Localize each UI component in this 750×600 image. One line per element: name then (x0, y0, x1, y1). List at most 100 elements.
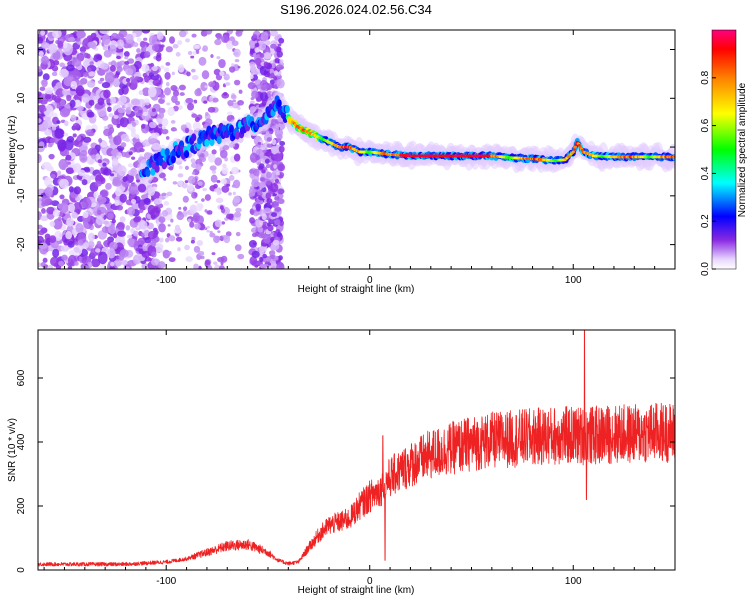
spectrogram-speckle (216, 180, 221, 183)
spectrogram-speckle (49, 235, 57, 244)
spectrogram-speckle (266, 198, 273, 204)
spectrogram-speckle (125, 137, 130, 143)
spectrogram-speckle (151, 251, 157, 258)
spectrogram-speckle (158, 123, 163, 127)
spectrogram-speckle (218, 58, 226, 69)
spectrogram-speckle (49, 155, 54, 160)
spectrogram-speckle (128, 68, 133, 74)
y-tick-label: 10 (16, 92, 27, 104)
spectrogram-speckle (161, 192, 167, 197)
spectrogram-speckle (169, 36, 176, 44)
spectrogram-speckle (40, 30, 46, 36)
spectrogram-speckle (225, 213, 234, 220)
ridge-segment (160, 148, 166, 157)
spectrogram-speckle (82, 136, 92, 143)
spectrogram-speckle (258, 246, 267, 253)
spectrogram-speckle (109, 241, 118, 250)
spectrogram-speckle (127, 163, 134, 168)
spectrogram-speckle (74, 261, 79, 266)
spectrogram-speckle (114, 259, 122, 267)
spectrogram-speckle (151, 132, 156, 138)
spectrogram-speckle (179, 92, 185, 96)
spectrogram-speckle (131, 122, 137, 127)
spectrogram-speckle (144, 236, 152, 244)
spectrogram-speckle (45, 87, 54, 95)
spectrogram-speckle (204, 209, 208, 213)
spectrogram-speckle (112, 77, 121, 88)
spectrogram-speckle (204, 85, 208, 88)
spectrogram-speckle (59, 178, 69, 189)
spectrogram-speckle (92, 95, 99, 101)
spectrogram-speckle (71, 212, 78, 219)
colorbar-tick-label: 0.6 (700, 118, 711, 132)
spectrogram-speckle (186, 71, 191, 77)
spectrogram-speckle (126, 206, 136, 216)
spectrogram-speckle (190, 163, 197, 168)
spectrogram-speckle (279, 140, 286, 147)
spectrogram-speckle (142, 245, 148, 252)
spectrogram-speckle (256, 84, 262, 90)
spectrogram-speckle (40, 42, 51, 49)
spectrogram-speckle (110, 261, 115, 267)
spectrogram-speckle (274, 206, 282, 212)
spectrogram-speckle (187, 183, 194, 192)
spectrogram-speckle (267, 63, 273, 69)
spectrogram-speckle (121, 151, 127, 158)
spectrogram-speckle (255, 172, 260, 177)
spectrogram-speckle (234, 244, 242, 252)
spectrogram-speckle (130, 167, 138, 177)
spectrogram-speckle (119, 117, 129, 128)
spectrogram-speckle (191, 191, 198, 199)
spectrogram-speckle (277, 163, 286, 172)
spectrogram-speckle (116, 123, 121, 129)
spectrogram-speckle (97, 159, 102, 164)
spectrogram-x-label: Height of straight line (km) (298, 284, 415, 295)
snr-panel: -100 0 100 0 200 400 600 Height of straight l… (7, 329, 676, 596)
spectrogram-speckle (49, 256, 60, 267)
spectrogram-speckle (119, 193, 127, 203)
spectrogram-speckle (74, 37, 81, 42)
spectrogram-speckle (100, 62, 109, 70)
spectrogram-speckle (228, 66, 236, 73)
spectrogram-speckle (220, 255, 228, 263)
spectrogram-speckle (68, 203, 76, 213)
spectrogram-speckle (47, 143, 53, 148)
spectrogram-speckle (211, 252, 216, 256)
spectrogram-speckle (124, 60, 130, 65)
y-tick-label: 400 (16, 433, 27, 450)
spectrogram-speckle (170, 85, 178, 91)
spectrogram-speckle (209, 165, 217, 171)
spectrogram-speckle (74, 197, 81, 202)
spectrogram-speckle (220, 261, 224, 266)
spectrogram-speckle (95, 216, 105, 226)
spectrogram-speckle (151, 183, 158, 188)
spectrogram-speckle (125, 266, 130, 269)
spectrogram-speckle (49, 221, 56, 227)
spectrogram-speckle (259, 79, 269, 91)
spectrogram-speckle (66, 217, 74, 227)
spectrogram-speckle (74, 241, 79, 246)
spectrogram-speckle (200, 156, 207, 163)
spectrogram-speckle (76, 135, 82, 142)
spectrogram-speckle (226, 111, 233, 116)
spectrogram-speckle (52, 209, 60, 217)
spectrogram-speckle (66, 136, 75, 143)
spectrogram-speckle (109, 173, 115, 177)
colorbar-tick-label: 0.0 (700, 262, 711, 276)
spectrogram-speckle (142, 111, 148, 117)
spectrogram-speckle (230, 94, 237, 100)
spectrogram-speckle (165, 62, 171, 66)
spectrogram-speckle (187, 175, 196, 184)
spectrogram-speckle (50, 173, 56, 179)
spectrogram-speckle (105, 202, 113, 210)
spectrogram-speckle (111, 218, 116, 224)
spectrogram-speckle (171, 71, 175, 76)
spectrogram-speckle (38, 230, 45, 236)
spectrogram-speckle (51, 125, 57, 131)
spectrogram-speckle (213, 183, 218, 189)
spectrogram-speckle (58, 260, 65, 267)
spectrogram-speckle (141, 123, 146, 129)
spectrogram-speckle (194, 223, 201, 230)
y-tick-label: -10 (16, 188, 27, 203)
spectrogram-speckle (118, 88, 125, 96)
